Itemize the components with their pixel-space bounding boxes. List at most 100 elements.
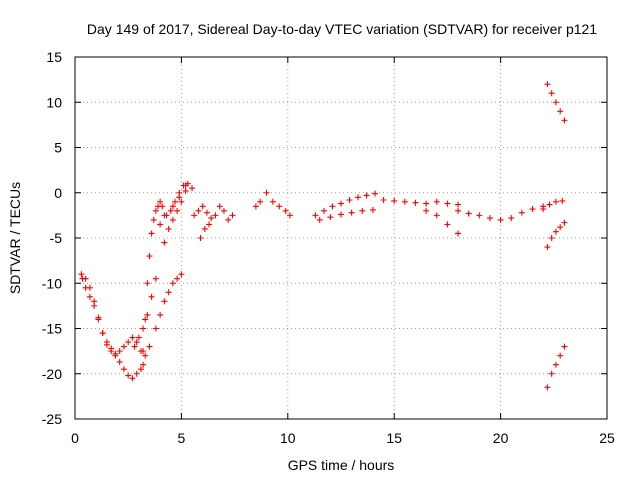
data-point	[316, 216, 323, 223]
data-point	[229, 212, 236, 219]
data-point	[137, 366, 144, 373]
series-arc-q	[455, 203, 547, 223]
data-point	[559, 197, 566, 204]
data-point	[363, 192, 370, 199]
data-point	[508, 215, 515, 222]
data-point	[180, 182, 187, 189]
data-point	[276, 203, 283, 210]
data-point	[144, 280, 151, 287]
y-tick-label: 5	[54, 140, 62, 156]
data-point	[225, 216, 232, 223]
data-point	[423, 207, 430, 214]
x-tick-label: 20	[493, 430, 509, 446]
data-point	[327, 214, 334, 221]
data-point	[148, 230, 155, 237]
data-point	[359, 207, 366, 214]
data-point	[312, 212, 319, 219]
data-point	[433, 212, 440, 219]
data-point	[135, 334, 142, 341]
x-tick-label: 0	[71, 430, 79, 446]
data-point	[78, 271, 85, 278]
data-point	[557, 224, 564, 231]
data-point	[548, 235, 555, 241]
series-arc-h	[167, 180, 196, 214]
data-point	[144, 311, 151, 318]
data-point	[129, 334, 136, 341]
data-point	[99, 330, 106, 337]
data-point	[120, 366, 127, 373]
data-point	[112, 350, 119, 357]
data-point	[133, 339, 140, 346]
data-point	[125, 339, 132, 346]
data-point	[338, 200, 344, 207]
data-point	[329, 203, 336, 210]
data-point	[257, 198, 264, 205]
data-point	[557, 352, 564, 359]
y-tick-label: 10	[46, 94, 62, 110]
data-point	[412, 199, 419, 206]
data-point	[433, 198, 440, 205]
data-point	[129, 375, 136, 382]
data-point	[116, 358, 123, 365]
data-point	[548, 370, 555, 377]
grid-lines	[75, 57, 607, 419]
data-point	[444, 200, 451, 207]
y-tick-label: -5	[50, 230, 63, 246]
data-point	[391, 197, 398, 204]
data-point	[140, 361, 147, 368]
y-tick-label: -10	[42, 275, 62, 291]
axis-ticks: 0 5 10 15 20 25 -25 -20 -15 -10 -5 0 5 10 15	[42, 49, 615, 446]
data-point	[133, 370, 140, 377]
series-arc-a	[79, 275, 147, 382]
y-axis-label: SDTVAR / TECUs	[7, 182, 23, 294]
data-point	[152, 325, 159, 332]
series-arc-j	[197, 221, 213, 241]
series-arc-u	[544, 343, 568, 391]
data-point	[444, 221, 451, 228]
data-point	[529, 206, 536, 213]
data-point	[165, 289, 172, 296]
data-point	[169, 216, 176, 223]
data-point	[195, 207, 202, 214]
data-point	[169, 203, 176, 210]
data-point	[167, 207, 174, 214]
data-point	[161, 298, 168, 305]
series-arc-f	[161, 187, 189, 246]
data-point	[91, 298, 98, 305]
plot-frame	[74, 56, 608, 420]
data-point	[544, 384, 551, 391]
data-point	[184, 180, 191, 187]
series-arc-b	[78, 271, 153, 359]
data-point	[172, 198, 179, 205]
data-point	[152, 275, 159, 282]
data-point	[497, 216, 504, 223]
data-point	[561, 343, 568, 350]
data-point	[161, 239, 168, 246]
data-point	[163, 212, 170, 219]
chart-title: Day 149 of 2017, Sidereal Day-to-day VTE…	[87, 21, 597, 37]
data-point	[346, 196, 353, 203]
data-point	[86, 293, 93, 300]
data-point	[116, 348, 123, 355]
series-arc-k	[220, 207, 236, 223]
data-point	[146, 253, 153, 260]
data-point	[220, 207, 227, 214]
data-point	[263, 189, 270, 196]
data-point	[380, 196, 387, 203]
data-point	[206, 221, 213, 228]
data-point	[157, 311, 164, 318]
data-point	[197, 235, 204, 241]
series-arc-p	[423, 207, 462, 237]
data-point	[165, 225, 172, 232]
data-points	[78, 81, 568, 391]
x-tick-label: 10	[280, 430, 296, 446]
data-point	[157, 198, 164, 205]
series-arc-l	[252, 189, 293, 219]
data-point	[199, 203, 206, 210]
data-point	[544, 81, 551, 88]
data-point	[369, 206, 376, 213]
y-tick-label: -20	[42, 366, 62, 382]
data-point	[131, 343, 138, 350]
data-point	[178, 271, 185, 278]
data-point	[320, 207, 327, 214]
